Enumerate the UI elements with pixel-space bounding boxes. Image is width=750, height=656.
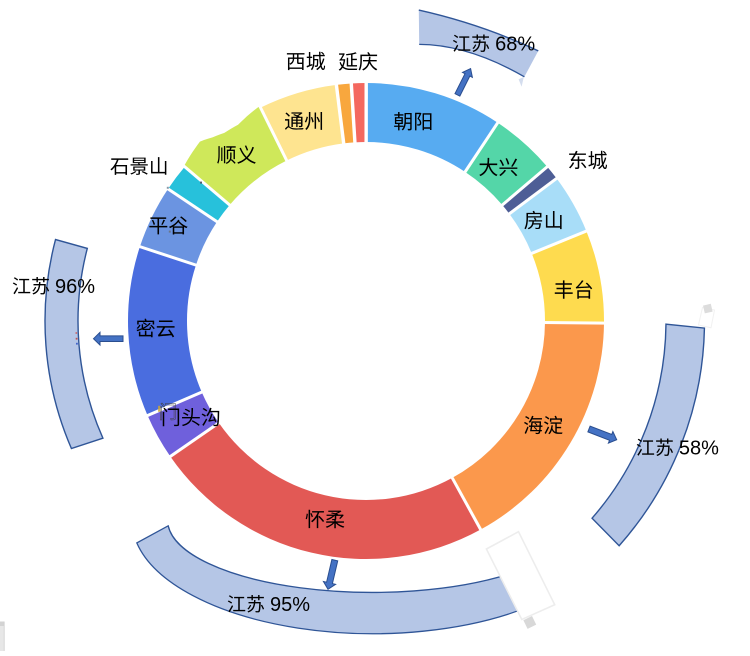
svg-text:58%: 58% <box>679 438 719 460</box>
svg-text:68%: 68% <box>495 34 535 56</box>
svg-text:95%: 95% <box>270 594 310 616</box>
svg-text:96%: 96% <box>55 276 95 298</box>
